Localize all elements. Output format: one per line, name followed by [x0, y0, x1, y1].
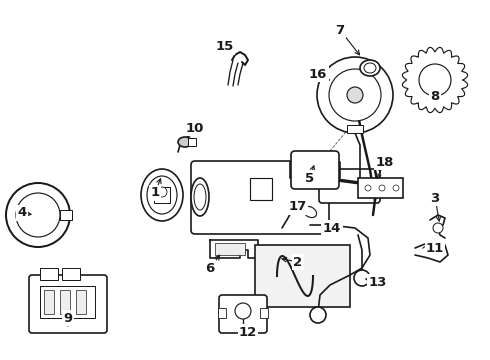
Circle shape — [310, 307, 326, 323]
Circle shape — [433, 223, 443, 233]
Bar — [188, 138, 196, 146]
Text: 8: 8 — [430, 90, 440, 104]
Text: 16: 16 — [309, 68, 327, 81]
Ellipse shape — [141, 169, 183, 221]
Ellipse shape — [303, 206, 317, 217]
Bar — [347, 125, 363, 133]
Bar — [250, 178, 272, 200]
Bar — [215, 243, 245, 255]
Circle shape — [16, 193, 60, 237]
Text: 1: 1 — [150, 186, 160, 199]
Bar — [40, 286, 95, 318]
Text: 15: 15 — [216, 40, 234, 54]
FancyBboxPatch shape — [319, 169, 380, 203]
Circle shape — [419, 64, 451, 96]
FancyBboxPatch shape — [219, 295, 267, 333]
Ellipse shape — [292, 202, 305, 213]
Text: 4: 4 — [17, 207, 26, 220]
Circle shape — [157, 187, 167, 197]
Text: 12: 12 — [239, 325, 257, 338]
FancyBboxPatch shape — [29, 275, 107, 333]
Ellipse shape — [194, 184, 206, 210]
Bar — [40, 268, 58, 280]
Ellipse shape — [147, 176, 177, 214]
Text: 5: 5 — [305, 171, 315, 184]
Bar — [255, 245, 350, 307]
Text: 3: 3 — [430, 192, 440, 204]
Text: 11: 11 — [426, 242, 444, 255]
Circle shape — [317, 57, 393, 133]
Text: 9: 9 — [63, 311, 73, 324]
Ellipse shape — [178, 137, 192, 147]
Ellipse shape — [364, 63, 376, 73]
Bar — [76, 290, 86, 314]
Text: 17: 17 — [289, 201, 307, 213]
Bar — [154, 187, 170, 203]
Bar — [260, 308, 268, 318]
Bar — [60, 210, 72, 220]
Circle shape — [329, 69, 381, 121]
Circle shape — [393, 185, 399, 191]
Bar — [60, 290, 70, 314]
Text: 7: 7 — [336, 23, 344, 36]
Bar — [218, 308, 226, 318]
Text: 10: 10 — [186, 122, 204, 135]
Text: 6: 6 — [205, 261, 215, 274]
Circle shape — [347, 87, 363, 103]
FancyBboxPatch shape — [191, 161, 329, 234]
Circle shape — [6, 183, 70, 247]
Circle shape — [235, 303, 251, 319]
Text: 14: 14 — [323, 221, 341, 234]
Bar — [358, 178, 403, 198]
Circle shape — [365, 185, 371, 191]
Circle shape — [354, 270, 370, 286]
Text: 2: 2 — [294, 256, 302, 269]
Text: 18: 18 — [376, 156, 394, 168]
Bar — [62, 268, 80, 280]
Bar — [44, 290, 54, 314]
Ellipse shape — [191, 178, 209, 216]
Text: 13: 13 — [369, 275, 387, 288]
Ellipse shape — [360, 60, 380, 76]
FancyBboxPatch shape — [291, 151, 339, 189]
Circle shape — [379, 185, 385, 191]
